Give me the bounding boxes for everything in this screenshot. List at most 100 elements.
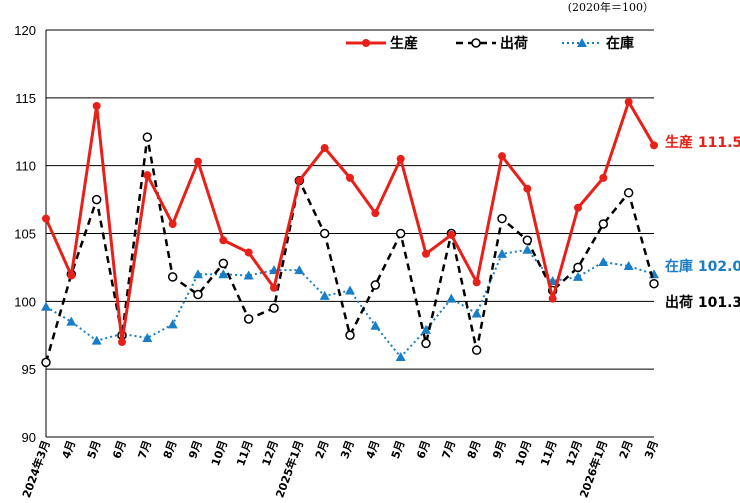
- end-label: 出荷 101.3: [665, 294, 740, 311]
- y-tick-label: 90: [22, 430, 36, 445]
- data-point: [471, 345, 482, 355]
- x-tick-label: 7月: [440, 439, 459, 461]
- data-point: [218, 269, 229, 279]
- data-point: [370, 280, 381, 290]
- data-point: [167, 272, 178, 282]
- x-tick-label: 4月: [364, 439, 383, 461]
- x-tick-label: 7月: [136, 439, 155, 461]
- data-point: [395, 351, 406, 361]
- data-point: [472, 278, 481, 287]
- data-point: [623, 188, 634, 198]
- data-point: [320, 144, 329, 153]
- x-tick-label: 2024年3月: [19, 438, 53, 499]
- x-tick-label: 11月: [538, 439, 559, 468]
- y-tick-label: 120: [14, 23, 36, 38]
- data-point: [218, 258, 229, 269]
- data-point: [395, 228, 406, 239]
- y-tick-label: 95: [22, 362, 36, 377]
- data-point: [345, 330, 355, 340]
- data-point: [370, 320, 381, 330]
- x-tick-label: 3月: [642, 439, 661, 461]
- legend-marker: [577, 38, 587, 47]
- data-point: [91, 194, 102, 205]
- data-point: [649, 278, 659, 289]
- end-label: 在庫 102.0: [665, 258, 740, 275]
- data-point: [346, 173, 354, 182]
- data-point: [573, 271, 583, 281]
- data-point: [92, 101, 101, 110]
- x-tick-label: 2月: [617, 439, 636, 461]
- x-tick-label: 10月: [513, 439, 534, 468]
- data-point: [421, 324, 431, 334]
- data-point: [118, 338, 126, 347]
- data-point: [219, 236, 228, 245]
- data-point: [194, 157, 202, 166]
- unit-note: (2020年＝100）: [568, 0, 654, 14]
- legend-label: 在庫: [606, 35, 634, 52]
- data-point: [523, 184, 532, 193]
- data-point: [396, 154, 405, 163]
- data-point: [522, 244, 533, 254]
- y-tick-label: 100: [14, 294, 36, 309]
- x-tick-label: 3月: [338, 439, 357, 461]
- legend-item: 在庫: [562, 35, 634, 52]
- x-tick-label: 12月: [564, 439, 585, 468]
- x-tick-label: 4月: [60, 439, 79, 461]
- data-point: [244, 248, 253, 257]
- grid: [45, 29, 654, 438]
- data-point: [650, 141, 658, 150]
- data-point: [574, 203, 582, 212]
- x-tick-label: 6月: [110, 439, 129, 461]
- data-point: [446, 293, 457, 303]
- x-tick-label: 9月: [186, 439, 205, 461]
- x-tick-label: 5月: [389, 439, 408, 461]
- data-point: [624, 97, 633, 106]
- data-point: [522, 235, 533, 246]
- y-tick-label: 105: [14, 227, 36, 242]
- data-point: [168, 220, 177, 229]
- legend-label: 出荷: [500, 35, 528, 52]
- data-point: [243, 314, 254, 324]
- y-tick-label: 115: [15, 91, 36, 106]
- x-tick-label: 8月: [465, 439, 484, 461]
- data-point: [193, 269, 203, 279]
- data-point: [319, 290, 330, 300]
- series-group: [41, 97, 659, 368]
- legend-marker: [362, 39, 370, 47]
- data-point: [269, 303, 279, 313]
- data-point: [41, 357, 51, 368]
- legend-marker: [471, 38, 481, 48]
- data-point: [498, 152, 506, 161]
- data-point: [422, 249, 430, 258]
- x-tick-label: 5月: [85, 439, 104, 461]
- data-point: [598, 256, 609, 266]
- x-tick-label: 10月: [209, 439, 230, 468]
- end-label: 生産 111.5: [665, 134, 740, 151]
- x-tick-label: 8月: [161, 439, 180, 461]
- data-point: [243, 270, 254, 280]
- x-tick-label: 2月: [313, 439, 332, 461]
- data-point: [599, 173, 608, 182]
- x-tick-label: 9月: [490, 439, 509, 461]
- data-point: [598, 219, 609, 229]
- data-point: [319, 228, 330, 239]
- data-point: [447, 230, 456, 239]
- data-point: [497, 213, 507, 224]
- data-point: [142, 332, 153, 342]
- data-point: [67, 271, 76, 280]
- legend-item: 生産: [346, 35, 418, 52]
- data-point: [573, 262, 583, 273]
- series-0: [42, 97, 658, 347]
- data-point: [497, 248, 507, 258]
- data-point: [41, 301, 51, 311]
- data-point: [91, 335, 102, 345]
- data-point: [193, 289, 203, 300]
- end-labels: 生産 111.5 出荷 101.3 在庫 102.0: [665, 134, 740, 311]
- legend-label: 生産: [390, 35, 418, 52]
- data-point: [142, 132, 153, 142]
- y-tick-label: 110: [15, 159, 36, 174]
- data-point: [371, 209, 380, 218]
- data-point: [66, 316, 77, 326]
